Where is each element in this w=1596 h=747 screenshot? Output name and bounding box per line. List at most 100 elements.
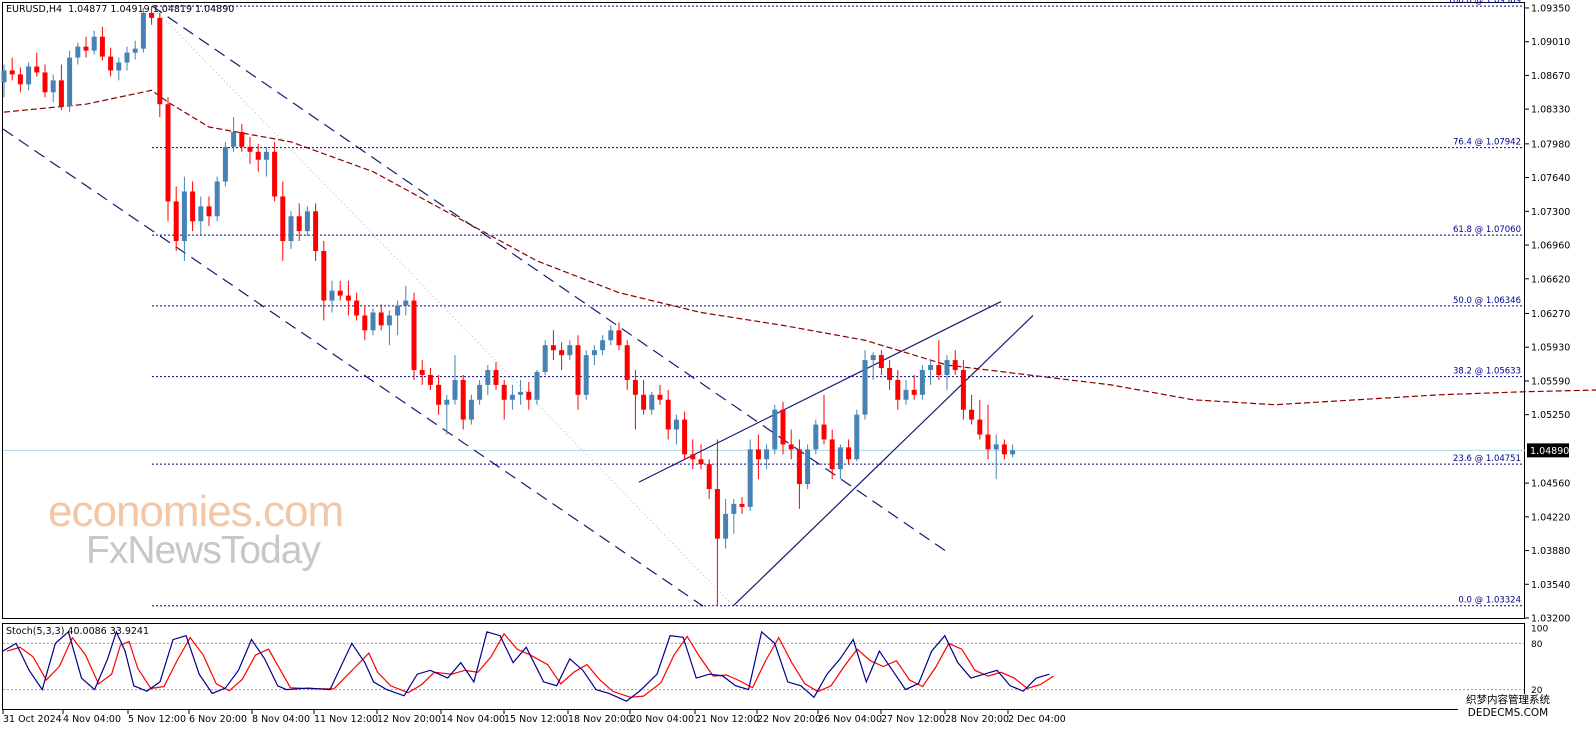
candle xyxy=(928,360,934,385)
candle xyxy=(206,196,212,227)
candle-body xyxy=(550,345,556,351)
candle-body xyxy=(895,379,901,400)
candle xyxy=(969,394,975,425)
candle xyxy=(764,444,770,470)
candle-body xyxy=(337,290,343,296)
fib-level-label: 38.2 @ 1.05633 xyxy=(1453,367,1521,377)
candle-body xyxy=(788,444,794,450)
candle xyxy=(985,404,991,460)
candle-body xyxy=(485,370,491,385)
candle-body xyxy=(813,424,819,450)
candle-body xyxy=(829,439,835,470)
time-tick-label: 18 Nov 20:00 xyxy=(568,714,632,725)
candle-body xyxy=(444,399,450,405)
candle-body xyxy=(632,379,638,395)
price-tick-label: 1.03200 xyxy=(1531,614,1570,625)
candle-body xyxy=(436,384,442,405)
candle-body xyxy=(969,409,975,420)
candle xyxy=(895,370,901,410)
candle-body xyxy=(985,434,991,450)
candle xyxy=(452,355,458,405)
candle xyxy=(42,64,48,98)
price-tick-label: 1.06960 xyxy=(1531,241,1570,252)
candle-body xyxy=(870,355,876,361)
fib-level-label: 76.4 @ 1.07942 xyxy=(1453,138,1521,148)
candle-body xyxy=(83,46,89,51)
candle xyxy=(911,374,917,400)
candle-body xyxy=(132,48,138,53)
candle-body xyxy=(75,46,81,58)
stoch-axis-label: 20 xyxy=(1531,686,1543,696)
price-tick-label: 1.06620 xyxy=(1531,274,1570,285)
candle-body xyxy=(772,409,778,450)
candle xyxy=(370,308,376,336)
candle-body xyxy=(764,449,770,460)
candle xyxy=(214,176,220,222)
time-tick-label: 4 Nov 04:00 xyxy=(63,714,121,725)
candle-body xyxy=(67,57,73,107)
candle xyxy=(1001,439,1007,460)
candle-body xyxy=(723,513,729,539)
price-tick-label: 1.05250 xyxy=(1531,410,1570,421)
fib-level-label: 50.0 @ 1.06346 xyxy=(1453,296,1521,306)
price-tick-label: 1.06270 xyxy=(1531,309,1570,320)
candle xyxy=(419,360,425,385)
candle-body xyxy=(698,459,704,465)
candle-body xyxy=(805,449,811,485)
price-tick-label: 1.07300 xyxy=(1531,207,1570,218)
candle-body xyxy=(583,355,589,395)
candle xyxy=(657,384,663,405)
candle xyxy=(181,176,187,261)
candle-body xyxy=(34,66,40,73)
candle-body xyxy=(427,374,433,385)
candle-body xyxy=(624,345,630,380)
candle xyxy=(706,459,712,499)
candle xyxy=(477,379,483,405)
candle-body xyxy=(42,72,48,93)
candle-body xyxy=(231,131,237,147)
candle xyxy=(132,40,138,60)
candle xyxy=(501,379,507,420)
time-tick-label: 21 Nov 12:00 xyxy=(695,714,759,725)
candle xyxy=(977,399,983,440)
candle xyxy=(723,498,729,549)
candle xyxy=(542,340,548,375)
candle xyxy=(50,74,56,103)
candle xyxy=(198,196,204,237)
candle xyxy=(395,300,401,336)
candle-body xyxy=(296,216,302,232)
candle xyxy=(878,350,884,375)
candle xyxy=(58,64,64,111)
price-tick-label: 1.03880 xyxy=(1531,546,1570,557)
candle xyxy=(821,394,827,445)
candle-body xyxy=(493,370,499,385)
candle-body xyxy=(854,414,860,460)
candle xyxy=(272,141,278,202)
candle-body xyxy=(26,66,32,85)
candle xyxy=(165,97,171,222)
candle xyxy=(632,370,638,430)
candle xyxy=(83,36,89,58)
candle xyxy=(460,374,466,430)
candle-body xyxy=(452,379,458,400)
candle-body xyxy=(255,151,261,160)
candle xyxy=(468,394,474,425)
candle xyxy=(731,498,737,534)
candle xyxy=(444,394,450,435)
candle xyxy=(411,292,417,380)
candle xyxy=(493,362,499,390)
candle xyxy=(313,203,319,261)
candle xyxy=(641,379,647,415)
candle-body xyxy=(960,370,966,410)
time-tick-label: 14 Nov 04:00 xyxy=(441,714,505,725)
candle xyxy=(903,379,909,405)
candle xyxy=(427,368,433,390)
candle xyxy=(673,414,679,445)
candle xyxy=(403,285,409,316)
time-tick-label: 27 Nov 12:00 xyxy=(881,714,945,725)
candle-body xyxy=(91,36,97,51)
candle-body xyxy=(173,201,179,242)
candle-body xyxy=(616,330,622,346)
candle-body xyxy=(198,206,204,222)
candle-body xyxy=(17,74,23,85)
